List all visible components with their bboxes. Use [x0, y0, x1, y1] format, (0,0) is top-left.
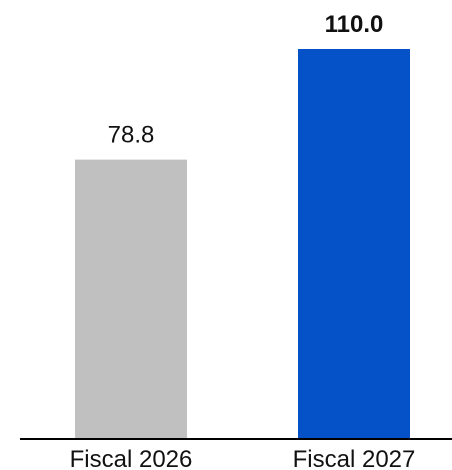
category-label-1: Fiscal 2026	[70, 446, 193, 470]
category-label-2: Fiscal 2027	[293, 446, 416, 470]
value-label-1: 78.8	[108, 122, 155, 149]
bar-1	[75, 159, 187, 440]
bar-2	[298, 49, 410, 439]
labels-group: 78.8 Fiscal 2026 110.0 Fiscal 2027	[70, 11, 416, 470]
bars-group	[75, 49, 410, 440]
value-label-2: 110.0	[325, 11, 384, 38]
